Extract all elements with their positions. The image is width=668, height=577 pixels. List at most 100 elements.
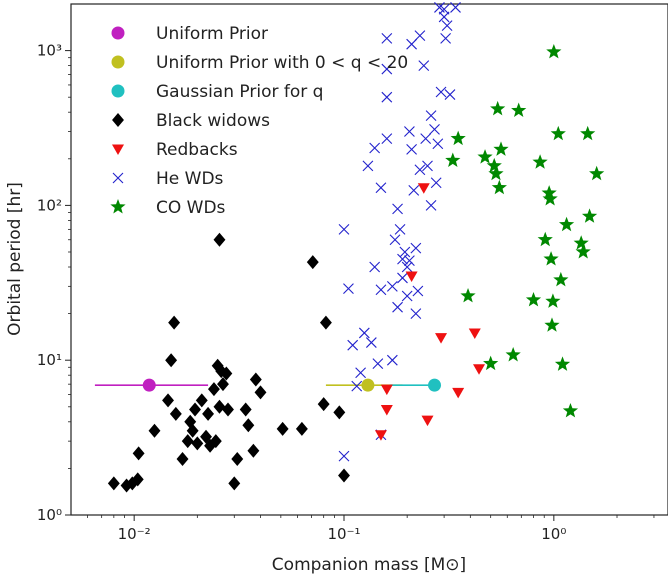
legend-label: Gaussian Prior for q — [156, 82, 323, 102]
data-point — [381, 91, 393, 103]
x-tick-label: 10⁰ — [541, 525, 566, 543]
data-point — [338, 450, 350, 462]
data-point — [417, 183, 430, 194]
data-point — [239, 402, 252, 417]
data-point — [181, 434, 194, 449]
data-point — [176, 452, 189, 467]
data-point — [428, 378, 442, 392]
data-point — [589, 165, 605, 181]
data-point — [351, 380, 363, 392]
data-point — [445, 152, 461, 167]
data-point — [165, 353, 178, 368]
data-point — [380, 405, 393, 416]
data-point — [254, 385, 267, 400]
data-point — [217, 377, 229, 392]
data-point — [438, 11, 450, 23]
data-point — [222, 402, 234, 417]
data-point — [295, 421, 308, 436]
data-point — [412, 285, 424, 297]
data-point — [142, 378, 156, 392]
legend-label: Uniform Prior — [156, 24, 268, 44]
data-point — [404, 126, 415, 137]
data-point — [392, 301, 403, 313]
data-point — [505, 347, 521, 362]
data-point — [386, 354, 398, 366]
data-point — [169, 406, 182, 421]
data-point — [213, 232, 226, 247]
y-tick-label: 10³ — [37, 42, 62, 60]
legend-marker — [111, 26, 125, 40]
data-point — [374, 430, 387, 441]
data-point — [444, 89, 456, 100]
y-tick-label: 10⁰ — [37, 506, 62, 524]
data-point — [414, 30, 426, 41]
data-point — [369, 142, 381, 154]
data-point — [231, 452, 244, 467]
data-point — [381, 133, 393, 145]
data-point — [430, 177, 442, 189]
plot-area — [70, 3, 668, 516]
data-point — [543, 251, 559, 266]
data-point — [204, 438, 217, 453]
data-point — [573, 235, 589, 250]
data-point — [397, 253, 408, 265]
data-point — [347, 339, 359, 351]
legend-marker — [111, 55, 125, 69]
data-point — [460, 287, 476, 303]
data-point — [362, 160, 374, 172]
data-point — [401, 261, 413, 273]
data-point — [317, 397, 330, 412]
data-point — [306, 255, 319, 270]
data-point — [107, 476, 120, 491]
data-point — [541, 185, 557, 200]
data-point — [375, 284, 387, 296]
data-point — [195, 393, 208, 408]
data-point — [486, 157, 502, 173]
legend-label: Black widows — [156, 111, 270, 131]
data-point — [545, 293, 561, 308]
data-point — [401, 290, 413, 302]
data-point — [558, 216, 575, 232]
data-point — [580, 125, 596, 141]
data-point — [452, 387, 465, 399]
data-point — [410, 308, 422, 319]
x-axis-label: Companion mass [M⊙] — [272, 555, 466, 575]
data-point — [410, 242, 422, 254]
data-point — [488, 165, 504, 181]
legend-marker — [112, 113, 124, 127]
legend-marker — [111, 84, 125, 98]
data-point — [483, 355, 499, 371]
data-point — [546, 43, 562, 59]
data-point — [554, 356, 571, 371]
data-point — [358, 327, 370, 339]
data-point — [202, 406, 215, 421]
data-point — [429, 123, 440, 135]
data-point — [207, 382, 220, 397]
data-point — [435, 333, 448, 344]
data-point — [191, 436, 204, 451]
data-point — [544, 317, 560, 332]
legend-marker — [110, 199, 126, 214]
data-point — [276, 421, 289, 436]
data-point — [404, 255, 415, 266]
data-point — [425, 200, 437, 211]
data-point — [381, 63, 393, 75]
data-point — [132, 446, 145, 461]
legend-label: He WDs — [156, 169, 224, 189]
y-tick-label: 10¹ — [37, 351, 62, 369]
data-point — [333, 405, 346, 420]
data-point — [392, 203, 403, 215]
data-point — [405, 271, 418, 282]
data-point — [397, 272, 408, 284]
data-point — [343, 283, 354, 295]
data-point — [490, 100, 506, 116]
data-point — [213, 399, 226, 414]
data-point — [491, 179, 507, 195]
data-point — [228, 476, 241, 491]
data-point — [209, 434, 222, 449]
data-point — [473, 364, 486, 375]
legend-marker — [112, 172, 124, 184]
data-point — [338, 223, 350, 235]
data-point — [553, 271, 569, 287]
data-point — [422, 160, 433, 172]
